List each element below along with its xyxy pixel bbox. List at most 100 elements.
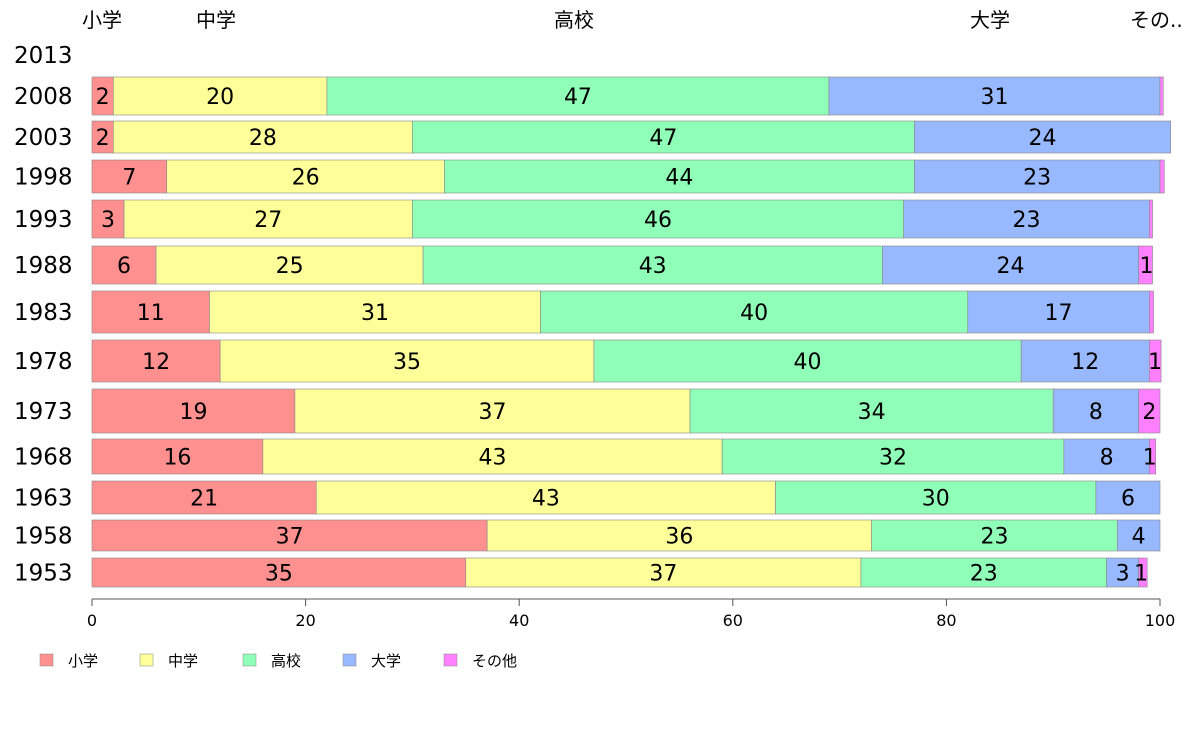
column-header: 高校 — [554, 8, 594, 32]
x-tick-label: 60 — [723, 611, 743, 630]
data-label: 16 — [163, 446, 191, 471]
data-label: 23 — [980, 525, 1008, 550]
year-label: 2013 — [14, 43, 73, 69]
data-label: 30 — [922, 487, 950, 512]
data-label: 19 — [179, 400, 207, 425]
legend-swatch — [139, 653, 154, 667]
data-label: 1 — [1140, 254, 1154, 279]
data-label: 2 — [96, 126, 110, 151]
data-label: 37 — [479, 400, 507, 425]
data-label: 20 — [206, 85, 234, 110]
legend-label: 小学 — [68, 652, 98, 670]
bar-segment — [91, 159, 168, 194]
data-label: 31 — [361, 301, 389, 326]
data-label: 34 — [858, 400, 886, 425]
bar-segment — [1149, 290, 1154, 334]
bar-segment — [914, 120, 1171, 154]
data-label: 3 — [101, 208, 115, 233]
data-label: 32 — [879, 446, 907, 471]
data-label: 2 — [96, 85, 110, 110]
data-label: 36 — [665, 525, 693, 550]
data-label: 28 — [249, 126, 277, 151]
bar-segment — [326, 76, 830, 116]
data-label: 1 — [1148, 350, 1162, 375]
year-label: 2008 — [14, 84, 73, 110]
data-label: 11 — [137, 301, 165, 326]
data-label: 6 — [117, 254, 131, 279]
data-label: 6 — [1121, 487, 1135, 512]
data-label: 23 — [1023, 166, 1051, 191]
bar-segment — [91, 557, 467, 588]
data-label: 26 — [292, 166, 320, 191]
x-tick-label: 20 — [295, 611, 315, 630]
data-label: 43 — [532, 487, 560, 512]
legend-label: 中学 — [168, 652, 198, 670]
bar-segment — [166, 159, 445, 194]
year-label: 1968 — [14, 445, 73, 471]
data-label: 27 — [254, 208, 282, 233]
data-label: 12 — [1071, 350, 1099, 375]
bar-segment — [262, 438, 723, 475]
data-label: 23 — [970, 562, 998, 587]
year-label: 1983 — [14, 300, 73, 326]
bar-segment — [882, 245, 1139, 285]
data-label: 47 — [564, 85, 592, 110]
bar-segment — [1020, 339, 1150, 383]
data-label: 4 — [1132, 525, 1146, 550]
legend-swatch — [39, 653, 54, 667]
bar-segment — [444, 159, 915, 194]
data-label: 40 — [740, 301, 768, 326]
bar-segment — [486, 519, 872, 552]
bar-segment — [1149, 438, 1157, 475]
year-label: 1978 — [14, 349, 73, 375]
year-label: 1958 — [14, 524, 73, 550]
bar-segment — [315, 480, 776, 515]
data-label: 17 — [1045, 301, 1073, 326]
bar-segment — [903, 199, 1150, 239]
bar-segment — [1106, 557, 1139, 588]
year-label: 1998 — [14, 165, 73, 191]
data-label: 37 — [276, 525, 304, 550]
year-label: 1988 — [14, 253, 73, 279]
bar-segment — [1095, 480, 1161, 515]
data-label: 24 — [1029, 126, 1057, 151]
bar-segment — [91, 290, 210, 334]
legend-swatch — [242, 653, 257, 667]
year-label: 1993 — [14, 207, 73, 233]
x-tick-label: 40 — [509, 611, 529, 630]
year-label: 2003 — [14, 125, 73, 151]
data-label: 31 — [980, 85, 1008, 110]
bar-segment — [1052, 388, 1139, 434]
legend-swatch — [342, 653, 357, 667]
data-label: 2 — [1142, 400, 1156, 425]
data-label: 8 — [1100, 446, 1114, 471]
data-label: 46 — [644, 208, 672, 233]
year-label: 1963 — [14, 486, 73, 512]
data-label: 21 — [190, 487, 218, 512]
bar-segment — [91, 480, 317, 515]
data-label: 3 — [1116, 562, 1130, 587]
data-label: 35 — [393, 350, 421, 375]
x-tick-label: 100 — [1145, 611, 1176, 630]
column-header: その.. — [1130, 8, 1183, 32]
legend-label: その他 — [472, 652, 517, 670]
bar-segment — [91, 199, 125, 239]
column-header: 小学 — [82, 8, 122, 32]
bar-segment — [1138, 557, 1148, 588]
bar-segment — [1149, 339, 1162, 383]
bar-segment — [967, 290, 1150, 334]
bar-segment — [1116, 519, 1161, 552]
bar-segment — [593, 339, 1022, 383]
data-label: 23 — [1013, 208, 1041, 233]
bar-segment — [113, 120, 413, 154]
bar-segment — [1159, 76, 1164, 116]
legend: 小学 中学 高校 大学 その他 — [39, 652, 517, 670]
bar-segment — [1159, 159, 1165, 194]
bar-segment — [91, 388, 296, 434]
bar-segment — [123, 199, 413, 239]
bar-segment — [294, 388, 691, 434]
bar-segment — [1063, 438, 1150, 475]
data-label: 43 — [479, 446, 507, 471]
legend-swatch — [443, 653, 458, 667]
